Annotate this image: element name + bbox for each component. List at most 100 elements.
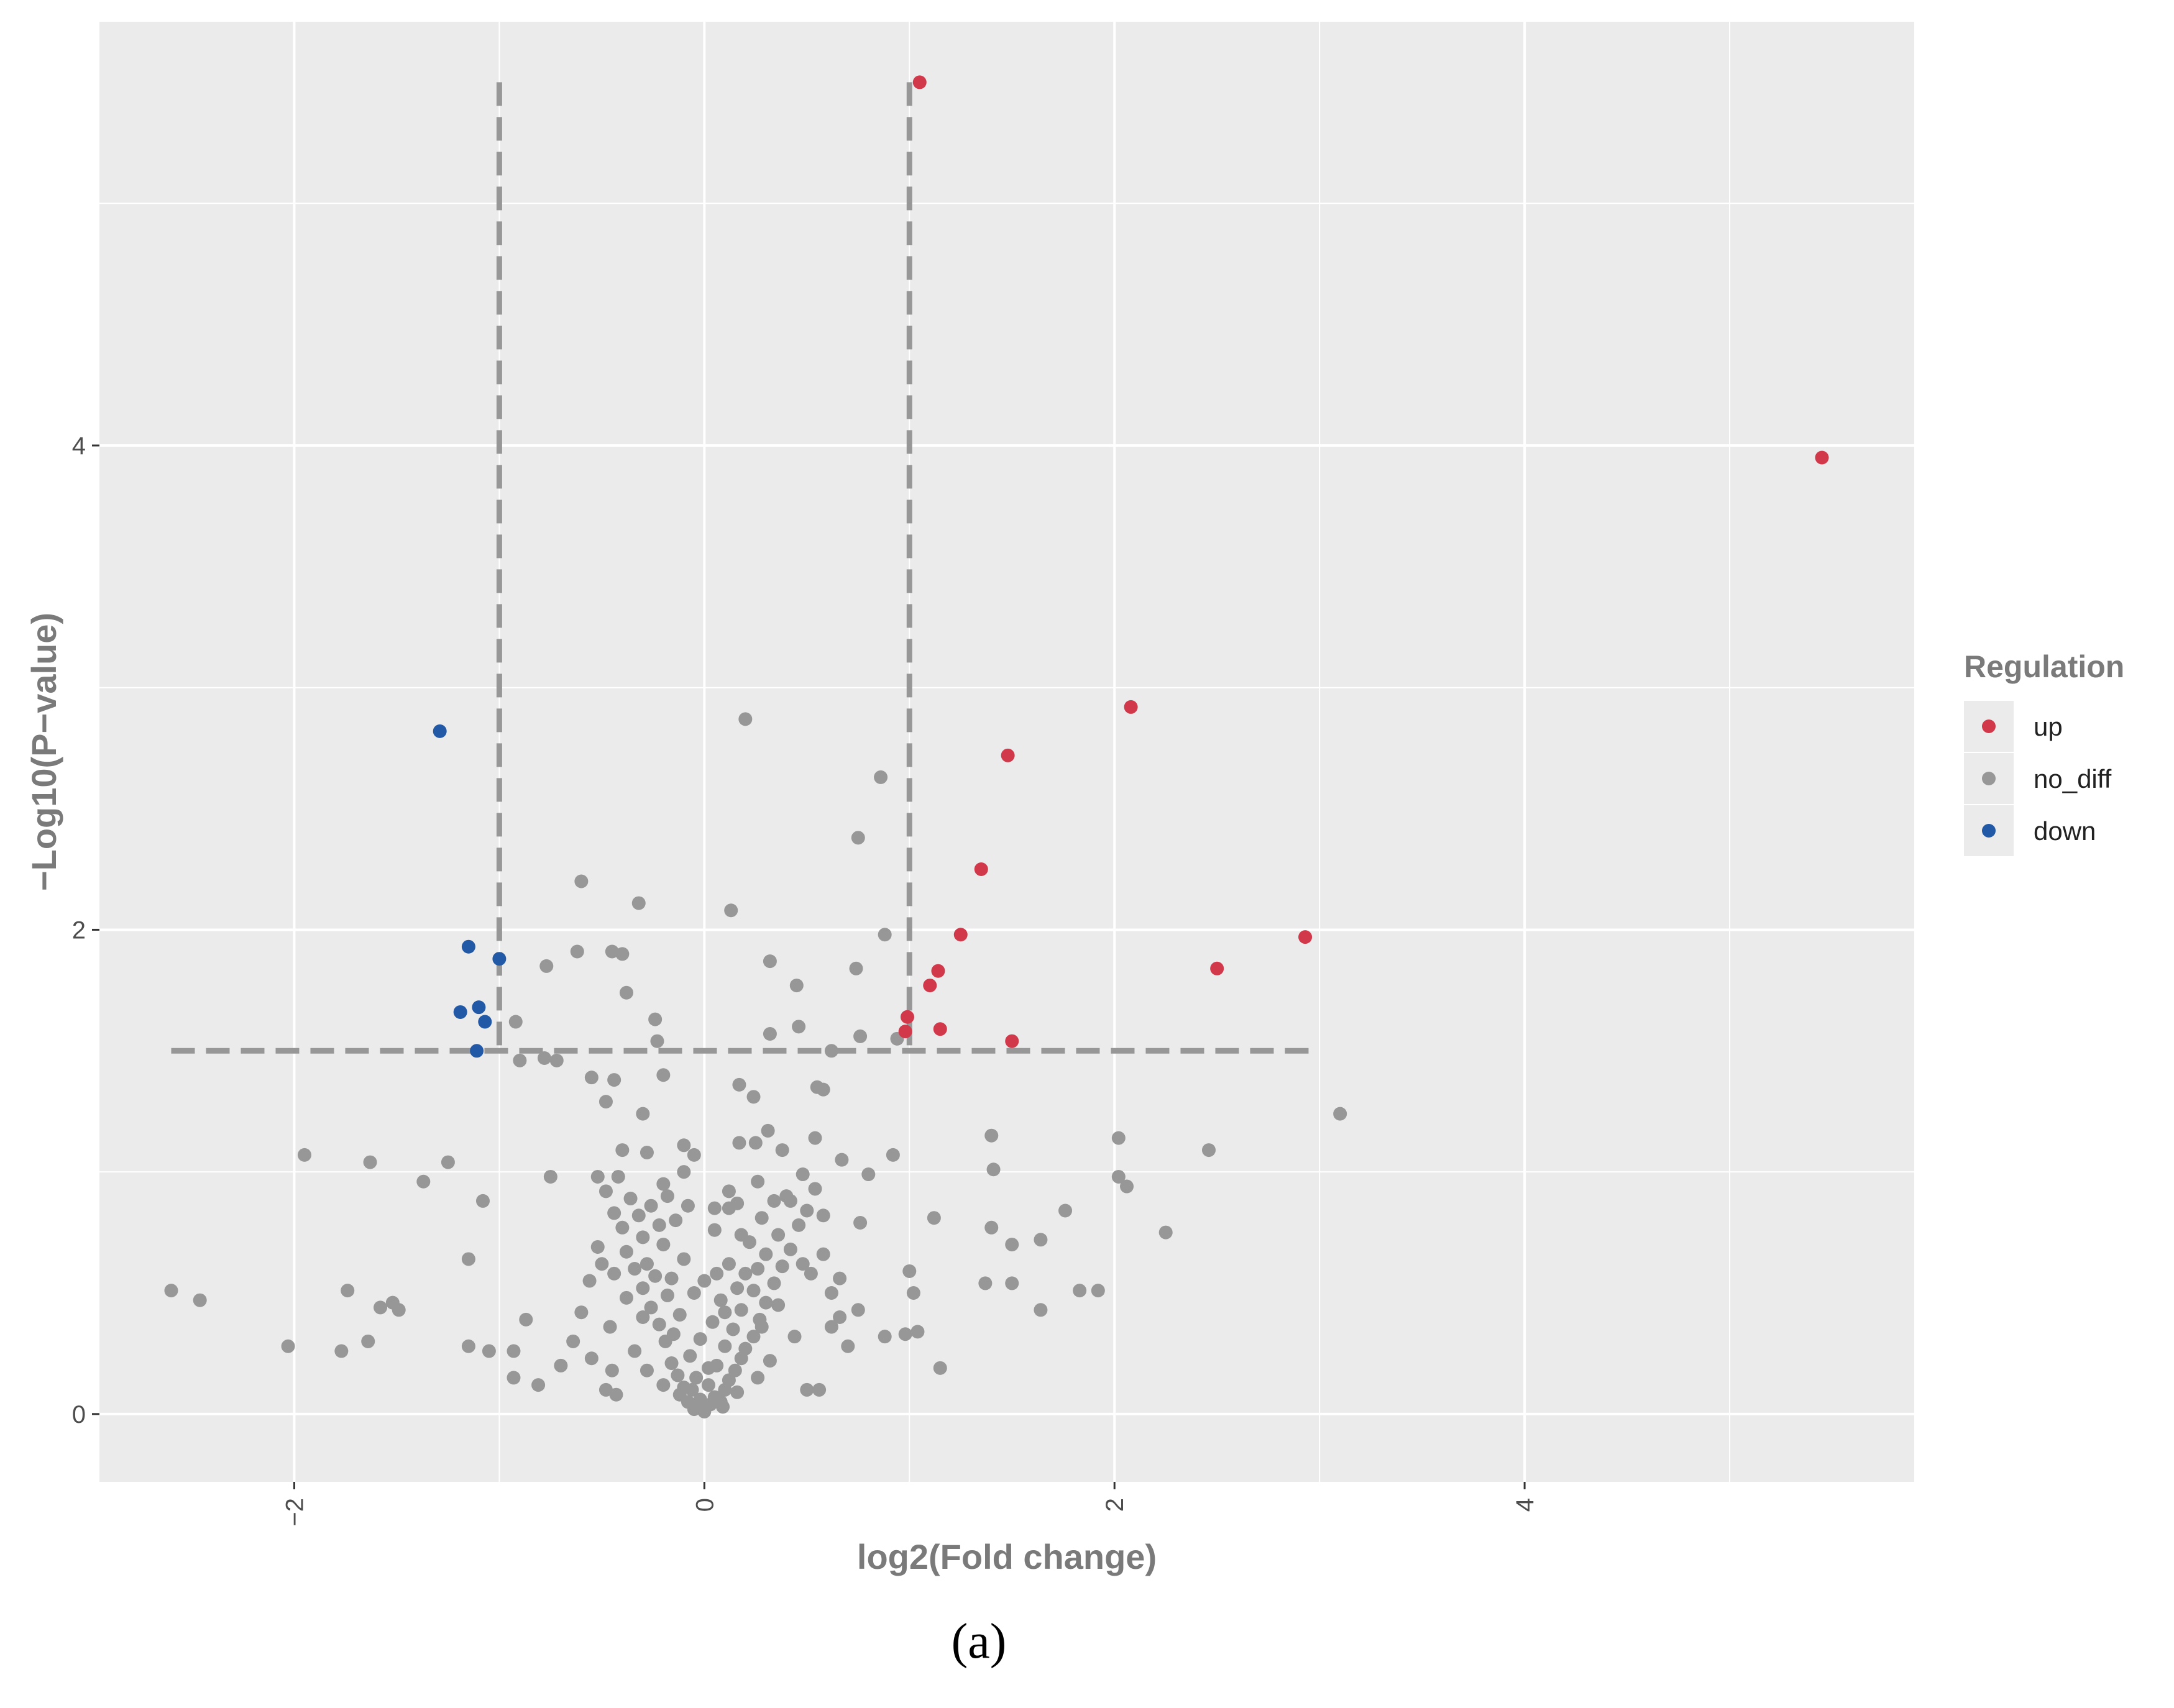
point-no-diff <box>738 1341 753 1356</box>
point-no-diff <box>853 1029 868 1043</box>
point-up <box>1001 748 1015 762</box>
point-no-diff <box>656 1378 671 1392</box>
legend-label-down: down <box>2034 816 2096 846</box>
legend-key-no-diff <box>1982 772 1996 785</box>
point-no-diff <box>1120 1179 1134 1194</box>
point-no-diff <box>603 1320 617 1334</box>
point-no-diff <box>738 1266 753 1281</box>
y-tick-label: 4 <box>72 432 86 460</box>
point-no-diff <box>816 1082 830 1097</box>
point-no-diff <box>849 961 863 975</box>
point-no-diff <box>718 1305 732 1320</box>
point-no-diff <box>392 1303 406 1317</box>
point-no-diff <box>605 1363 619 1377</box>
point-no-diff <box>812 1382 827 1397</box>
point-no-diff <box>619 1290 633 1305</box>
point-no-diff <box>656 1177 671 1191</box>
point-up <box>1815 450 1829 465</box>
point-up <box>900 1010 914 1024</box>
point-no-diff <box>672 1387 687 1402</box>
point-no-diff <box>754 1211 769 1225</box>
point-no-diff <box>984 1220 999 1235</box>
point-no-diff <box>640 1145 654 1159</box>
point-no-diff <box>590 1240 605 1254</box>
point-no-diff <box>728 1363 742 1377</box>
point-no-diff <box>730 1385 745 1399</box>
point-up <box>974 862 988 877</box>
point-no-diff <box>787 1330 802 1344</box>
point-no-diff <box>734 1303 748 1317</box>
point-no-diff <box>619 1244 633 1259</box>
point-no-diff <box>927 1211 941 1225</box>
point-no-diff <box>652 1317 666 1331</box>
point-no-diff <box>722 1257 736 1271</box>
point-no-diff <box>796 1257 810 1271</box>
point-no-diff <box>763 1027 777 1041</box>
point-no-diff <box>751 1371 765 1385</box>
legend-label-up: up <box>2034 712 2063 741</box>
x-tick-label: 4 <box>1511 1498 1539 1512</box>
point-no-diff <box>763 1354 777 1368</box>
point-up <box>933 1022 947 1036</box>
point-no-diff <box>693 1332 707 1346</box>
point-no-diff <box>640 1257 654 1271</box>
point-no-diff <box>713 1293 728 1307</box>
point-no-diff <box>808 1131 822 1145</box>
point-no-diff <box>730 1281 745 1295</box>
point-no-diff <box>507 1344 521 1358</box>
point-no-diff <box>800 1382 814 1397</box>
point-no-diff <box>693 1392 707 1407</box>
point-no-diff <box>628 1344 642 1358</box>
point-no-diff <box>334 1344 349 1358</box>
point-no-diff <box>441 1155 455 1169</box>
legend-title: Regulation <box>1964 649 2124 684</box>
point-no-diff <box>607 1073 621 1087</box>
point-no-diff <box>193 1293 207 1307</box>
point-no-diff <box>619 985 633 1000</box>
point-no-diff <box>672 1308 687 1322</box>
point-no-diff <box>933 1361 947 1375</box>
point-no-diff <box>732 1136 746 1150</box>
point-no-diff <box>508 1015 523 1029</box>
point-no-diff <box>783 1242 797 1256</box>
point-no-diff <box>607 1266 621 1281</box>
point-no-diff <box>482 1344 496 1358</box>
point-no-diff <box>689 1371 704 1385</box>
point-no-diff <box>824 1044 838 1058</box>
point-no-diff <box>767 1194 781 1208</box>
y-axis-label: −Log10(P−value) <box>24 613 63 891</box>
point-no-diff <box>595 1257 609 1271</box>
point-no-diff <box>609 1387 623 1402</box>
point-no-diff <box>341 1284 355 1298</box>
x-tick-label: −2 <box>281 1498 308 1527</box>
point-no-diff <box>767 1276 781 1290</box>
point-no-diff <box>507 1371 521 1385</box>
point-no-diff <box>513 1053 527 1067</box>
point-no-diff <box>574 1305 589 1320</box>
point-no-diff <box>792 1218 806 1232</box>
point-no-diff <box>898 1327 912 1341</box>
point-no-diff <box>726 1322 740 1336</box>
point-no-diff <box>978 1276 993 1290</box>
point-no-diff <box>615 1143 630 1158</box>
point-no-diff <box>1201 1143 1216 1158</box>
point-no-diff <box>644 1199 658 1213</box>
x-tick-label: 2 <box>1101 1498 1129 1512</box>
point-no-diff <box>611 1169 625 1184</box>
point-no-diff <box>570 944 584 959</box>
point-no-diff <box>374 1300 388 1315</box>
grid-layer <box>99 22 1914 1482</box>
point-no-diff <box>549 1053 564 1067</box>
point-no-diff <box>631 1208 646 1223</box>
threshold-lines <box>171 82 1320 1054</box>
point-no-diff <box>631 896 646 910</box>
point-no-diff <box>685 1382 699 1397</box>
point-no-diff <box>537 1051 551 1065</box>
point-no-diff <box>644 1300 658 1315</box>
point-no-diff <box>779 1189 794 1203</box>
legend-key-down <box>1982 824 1996 838</box>
point-no-diff <box>607 1206 621 1220</box>
point-no-diff <box>297 1148 311 1162</box>
point-no-diff <box>687 1286 701 1300</box>
